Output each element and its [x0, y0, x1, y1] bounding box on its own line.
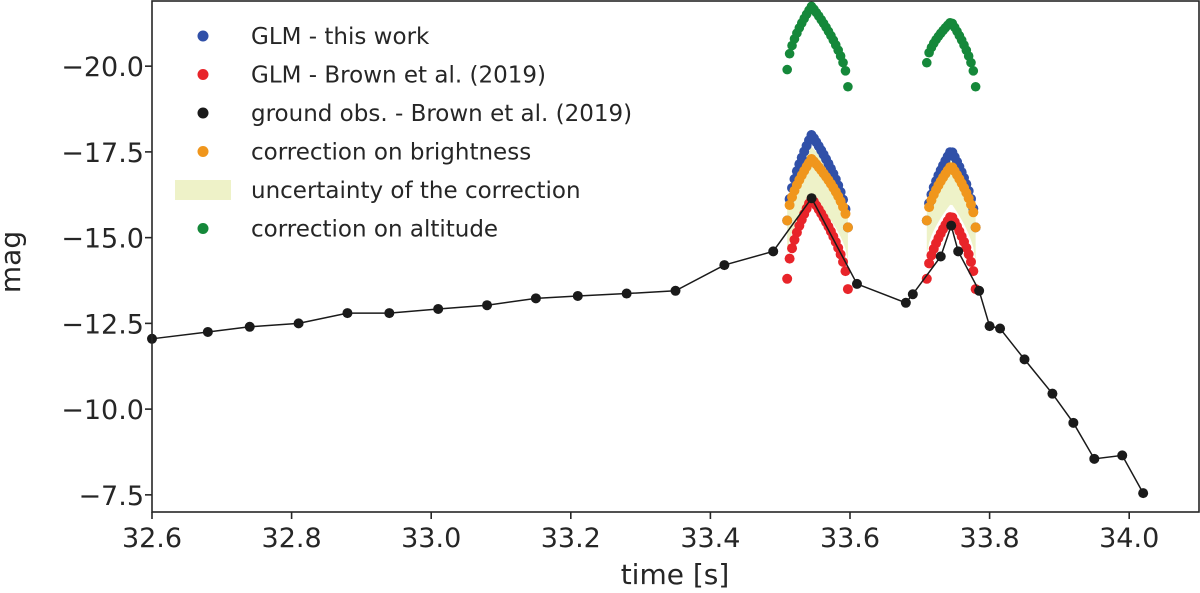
legend: GLM - this work GLM - Brown et al. (2019)… — [175, 24, 632, 243]
x-axis: 32.6 32.8 33.0 33.2 33.4 33.6 33.8 34.0 — [122, 512, 1159, 554]
legend-label: uncertainty of the correction — [251, 178, 581, 204]
ground-obs-point — [953, 246, 964, 257]
legend-label: GLM - Brown et al. (2019) — [251, 63, 546, 89]
glm-brown-point — [838, 256, 849, 267]
x-tick-label: 32.6 — [122, 523, 182, 554]
brightness-correction-point — [970, 222, 981, 233]
altitude-correction-point — [838, 57, 848, 68]
x-tick-label: 32.8 — [262, 523, 322, 554]
legend-marker — [197, 30, 209, 42]
altitude-correction-point — [966, 57, 976, 68]
x-tick-label: 33.6 — [820, 523, 880, 554]
brightness-correction-point — [840, 208, 851, 219]
ground-obs-point — [900, 297, 911, 308]
ground-obs-point — [670, 285, 681, 296]
ground-obs-point — [1047, 388, 1058, 399]
legend-label: ground obs. - Brown et al. (2019) — [251, 101, 632, 127]
glm-brown-point — [924, 258, 935, 269]
x-tick-label: 33.4 — [680, 523, 740, 554]
glm-brown-point — [842, 284, 853, 295]
legend-marker — [197, 107, 209, 119]
ground-obs-point — [995, 323, 1006, 334]
x-tick-label: 33.8 — [960, 523, 1020, 554]
ground-obs-point — [907, 289, 918, 300]
altitude-correction-point — [784, 48, 795, 59]
y-tick-label: −10.0 — [61, 395, 144, 426]
ground-obs-point — [1089, 453, 1100, 464]
brightness-correction-point — [921, 215, 932, 226]
brightness-correction-point — [782, 215, 793, 226]
brightness-correction-point — [784, 200, 795, 211]
altitude-correction-point — [970, 81, 981, 92]
ground-obs-point — [974, 285, 985, 296]
glm-brown-point — [921, 273, 932, 284]
y-tick-label: −12.5 — [61, 309, 144, 340]
series-layer — [147, 1, 1149, 499]
x-tick-label: 33.0 — [401, 523, 461, 554]
legend-label: GLM - this work — [251, 24, 430, 50]
ground-obs-point — [984, 321, 995, 332]
y-axis: −20.0 −17.5 −15.0 −12.5 −10.0 −7.5 — [61, 52, 152, 512]
ground-obs-point — [719, 260, 730, 271]
legend-label: correction on altitude — [251, 217, 498, 243]
ground-obs-point — [768, 246, 779, 257]
glm-brown-point — [784, 253, 795, 264]
ground-obs-point — [946, 220, 957, 231]
legend-band-swatch — [175, 180, 231, 200]
plot-frame — [151, 0, 1200, 513]
altitude-correction-point — [968, 66, 979, 76]
ground-obs-point — [851, 278, 862, 289]
y-tick-label: −20.0 — [61, 52, 144, 83]
glm-brown-point — [963, 249, 974, 260]
x-tick-label: 34.0 — [1099, 523, 1159, 554]
ground-obs-point — [530, 293, 541, 304]
glm-brown-point — [782, 273, 793, 284]
legend-label: correction on brightness — [251, 140, 531, 166]
ground-obs-point — [433, 303, 444, 314]
legend-marker — [197, 223, 209, 234]
y-tick-label: −15.0 — [61, 224, 144, 255]
ground-obs-point — [202, 326, 213, 337]
altitude-correction-point — [921, 57, 932, 68]
ground-obs-point — [482, 300, 493, 311]
altitude-correction-point — [843, 81, 853, 92]
ground-obs-point — [935, 251, 946, 262]
ground-obs-point — [806, 193, 817, 204]
ground-obs-point — [1117, 450, 1128, 461]
ground-obs-point — [384, 308, 395, 319]
ground-obs-point — [1068, 417, 1079, 428]
y-tick-label: −7.5 — [78, 481, 144, 512]
glm-brown-point — [965, 256, 976, 267]
ground-obs-point — [293, 318, 304, 329]
ground-obs-point — [572, 290, 583, 301]
brightness-correction-point — [842, 222, 853, 233]
brightness-correction-point — [968, 207, 979, 218]
glm-brown-point — [840, 266, 851, 277]
y-axis-label: mag — [0, 231, 27, 293]
legend-marker — [197, 69, 209, 80]
x-axis-label: time [s] — [621, 558, 730, 591]
ground-obs-line — [151, 196, 1144, 494]
ground-obs-point — [244, 321, 255, 332]
legend-marker — [197, 146, 209, 157]
ground-obs-point — [1019, 354, 1030, 365]
y-tick-label: −17.5 — [61, 138, 144, 169]
glm-brown-point — [787, 243, 798, 254]
ground-obs-point — [621, 288, 632, 299]
altitude-correction-point — [840, 66, 851, 76]
x-tick-label: 33.2 — [541, 523, 601, 554]
altitude-correction-point — [782, 64, 792, 75]
brightness-correction-point — [965, 199, 976, 210]
ground-obs-point — [1138, 488, 1149, 499]
ground-obs-point — [342, 308, 353, 319]
